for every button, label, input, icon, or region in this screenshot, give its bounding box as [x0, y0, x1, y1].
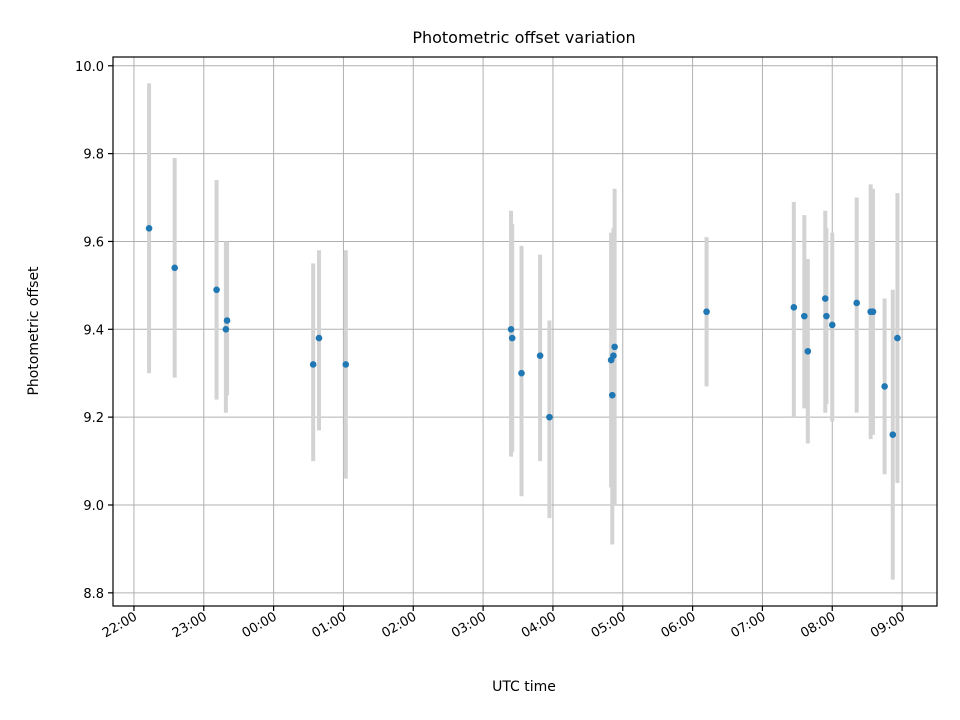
x-tick-label: 02:00: [379, 609, 419, 641]
data-point: [611, 343, 618, 351]
x-axis-ticks: 22:00 23:00 00:00 01:00 02:00 03:00 04:00 05:00…: [100, 606, 908, 641]
y-axis-label: Photometric offset: [26, 266, 42, 396]
y-tick-label: 9.2: [83, 411, 104, 426]
y-tick-label: 9.8: [83, 148, 104, 163]
data-point: [894, 334, 901, 342]
data-point: [869, 308, 877, 316]
data-point: [823, 312, 830, 320]
x-tick-label: 05:00: [589, 609, 629, 641]
data-point: [828, 321, 836, 329]
data-point: [213, 286, 220, 294]
data-point: [790, 304, 798, 311]
data-point: [507, 326, 515, 333]
x-tick-label: 03:00: [449, 609, 489, 641]
y-axis-ticks: 8.8 9.0 9.2 9.4 9.6 9.8 10.0: [75, 60, 113, 602]
data-point: [801, 312, 808, 320]
x-tick-label: 09:00: [868, 609, 908, 641]
data-point: [222, 326, 230, 333]
x-tick-label: 00:00: [240, 609, 280, 641]
data-point: [546, 413, 553, 421]
x-tick-label: 23:00: [170, 609, 210, 641]
y-tick-label: 10.0: [75, 60, 104, 75]
x-tick-label: 04:00: [519, 609, 559, 641]
data-point: [145, 224, 153, 232]
x-tick-label: 08:00: [798, 609, 838, 641]
y-tick-label: 9.0: [83, 499, 104, 514]
data-point: [171, 264, 178, 272]
y-tick-label: 9.6: [83, 235, 104, 250]
plot-frame: [112, 56, 938, 607]
data-point: [610, 352, 617, 359]
data-point: [703, 308, 710, 316]
x-axis-label: UTC time: [492, 679, 556, 695]
grid-lines: [113, 57, 937, 606]
data-point: [536, 352, 544, 359]
data-point: [821, 295, 829, 302]
data-points: [145, 224, 901, 439]
data-point: [518, 369, 525, 377]
data-point: [608, 391, 616, 399]
x-tick-label: 22:00: [100, 609, 140, 641]
x-tick-label: 01:00: [309, 609, 349, 641]
x-tick-label: 06:00: [659, 609, 699, 641]
data-point: [309, 361, 317, 368]
y-tick-label: 8.8: [83, 587, 104, 602]
data-point: [342, 361, 350, 368]
data-point: [853, 299, 860, 307]
data-point: [881, 383, 888, 390]
chart-title: Photometric offset variation: [412, 28, 635, 47]
x-tick-label: 07:00: [728, 609, 768, 641]
data-point: [804, 347, 812, 355]
data-point: [223, 317, 231, 324]
data-point: [889, 431, 897, 439]
data-point: [315, 334, 323, 342]
y-tick-label: 9.4: [83, 323, 104, 338]
data-point: [508, 334, 516, 342]
